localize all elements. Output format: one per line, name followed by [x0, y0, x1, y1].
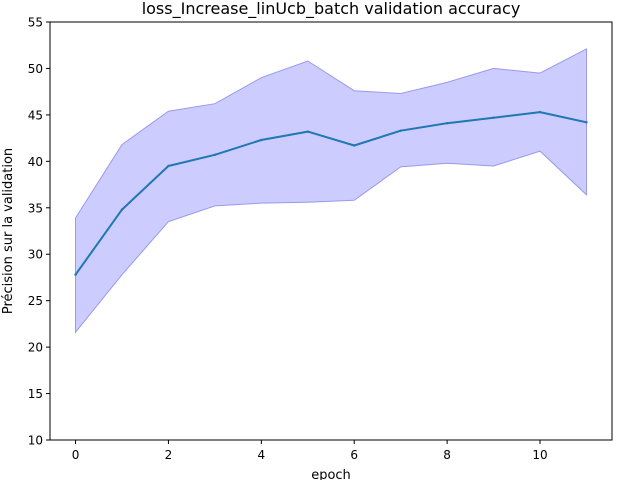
data-point: [74, 273, 77, 276]
x-tick-label: 8: [443, 448, 451, 462]
data-point: [492, 116, 495, 119]
y-tick-label: 15: [28, 387, 43, 401]
series-line: [74, 111, 587, 276]
y-tick-label: 25: [28, 294, 43, 308]
chart-title: loss_Increase_linUcb_batch validation ac…: [142, 0, 521, 19]
plot-frame: [49, 21, 613, 441]
data-point: [445, 122, 449, 125]
data-point: [167, 164, 170, 168]
data-point: [120, 208, 124, 211]
y-tick-label: 30: [28, 248, 43, 262]
x-tick-label: 10: [532, 448, 547, 462]
data-point: [585, 121, 588, 124]
data-point: [213, 153, 217, 156]
x-tick-label: 2: [165, 448, 173, 462]
y-tick-label: 20: [28, 341, 43, 355]
y-tick-label: 10: [28, 434, 43, 448]
data-point: [260, 138, 263, 142]
data-point: [538, 110, 542, 114]
y-tick-label: 55: [28, 16, 43, 30]
y-tick-label: 40: [28, 155, 43, 169]
y-tick-label: 35: [28, 201, 43, 215]
data-point: [399, 129, 402, 132]
x-tick-label: 0: [72, 448, 80, 462]
data-point: [353, 144, 356, 147]
y-tick-label: 45: [28, 108, 43, 122]
x-tick-label: 6: [350, 448, 358, 462]
data-point: [306, 130, 309, 133]
y-tick-label: 50: [28, 62, 43, 76]
y-axis-label: Précision sur la validation: [1, 148, 16, 314]
x-axis-label: epoch: [311, 468, 351, 480]
confidence-band: [75, 48, 587, 334]
x-tick-label: 4: [258, 448, 266, 462]
